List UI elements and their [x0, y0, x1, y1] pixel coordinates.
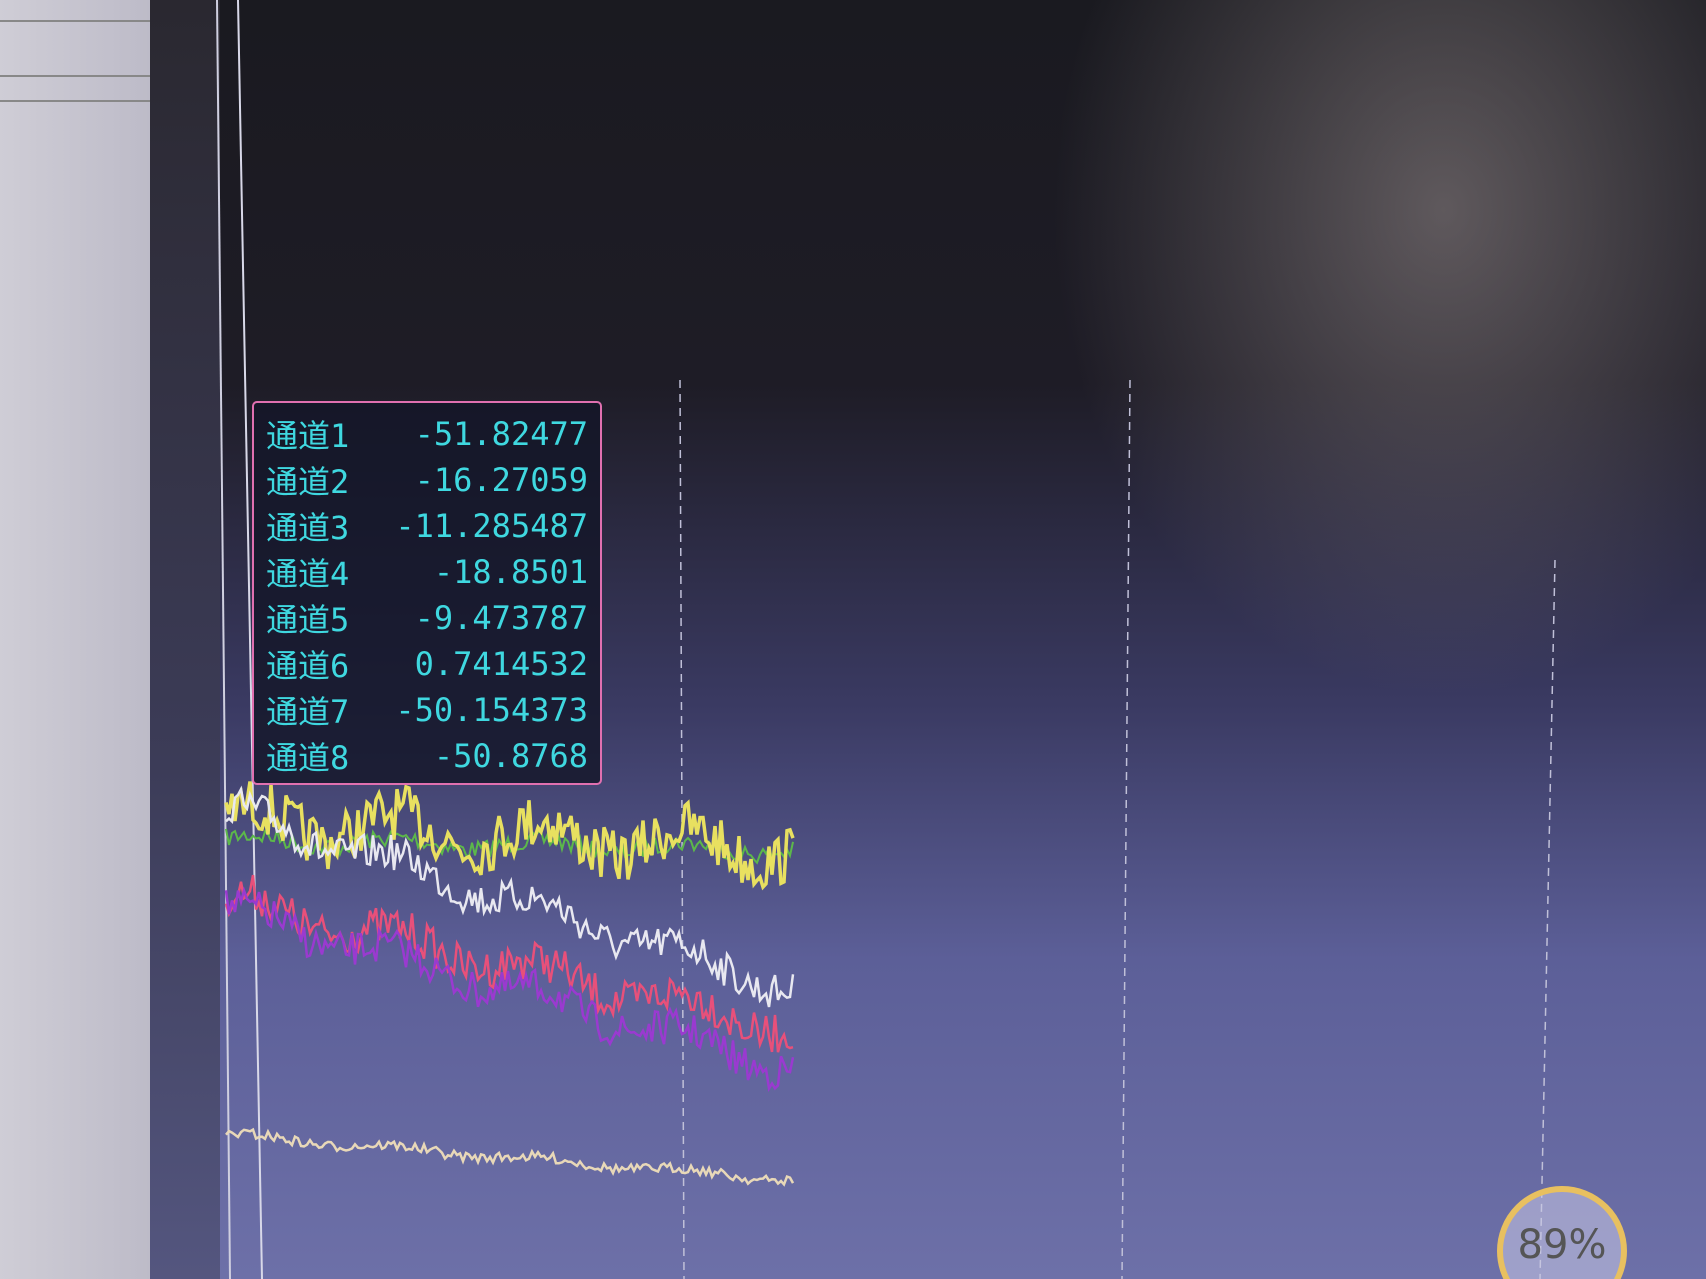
tooltip-label: 通道7	[266, 693, 350, 731]
tooltip-row: 通道4 -18.8501	[266, 549, 588, 595]
tooltip-row: 通道6 0.7414532	[266, 641, 588, 687]
tooltip-label: 通道2	[266, 463, 350, 501]
trace	[224, 781, 795, 891]
signal-traces	[224, 781, 795, 1187]
trace	[225, 785, 795, 1008]
tooltip-label: 通道1	[266, 417, 350, 455]
panel-divider	[0, 20, 150, 22]
trace	[224, 874, 794, 1053]
tooltip-row: 通道2 -16.27059	[266, 457, 588, 503]
trace	[225, 1127, 795, 1187]
panel-divider	[0, 75, 150, 77]
tooltip-label: 通道8	[266, 739, 350, 777]
tooltip-row: 通道8 -50.8768	[266, 733, 588, 779]
tooltip-label: 通道6	[266, 647, 350, 685]
glare	[1050, 0, 1706, 700]
tooltip-row: 通道1 -51.82477	[266, 411, 588, 457]
tooltip-row: 通道3 -11.285487	[266, 503, 588, 549]
tooltip: 通道1 -51.82477 通道2 -16.27059 通道3 -11.285487 通道4…	[252, 401, 602, 785]
tooltip-value: 0.7414532	[414, 645, 588, 683]
tooltip-value: -11.285487	[395, 507, 588, 545]
tooltip-value: -51.82477	[414, 415, 588, 453]
tooltip-row: 通道7 -50.154373	[266, 687, 588, 733]
grid-line	[1539, 559, 1556, 1279]
tooltip-value: -50.8768	[433, 737, 588, 775]
panel-divider	[0, 100, 150, 102]
tooltip-row: 通道5 -9.473787	[266, 595, 588, 641]
tooltip-label: 通道3	[266, 509, 350, 547]
tooltip-value: -16.27059	[414, 461, 588, 499]
tooltip-label: 通道5	[266, 601, 350, 639]
tooltip-label: 通道4	[266, 555, 350, 593]
grid-line	[1121, 379, 1131, 1279]
axis-line	[237, 0, 263, 1279]
tooltip-value: -18.8501	[433, 553, 588, 591]
tooltip-value: -9.473787	[414, 599, 588, 637]
tooltip-value: -50.154373	[395, 691, 588, 729]
side-panel	[0, 0, 150, 1279]
axis-line	[216, 0, 231, 1279]
frame-border	[150, 0, 220, 1279]
trace	[224, 886, 795, 1092]
